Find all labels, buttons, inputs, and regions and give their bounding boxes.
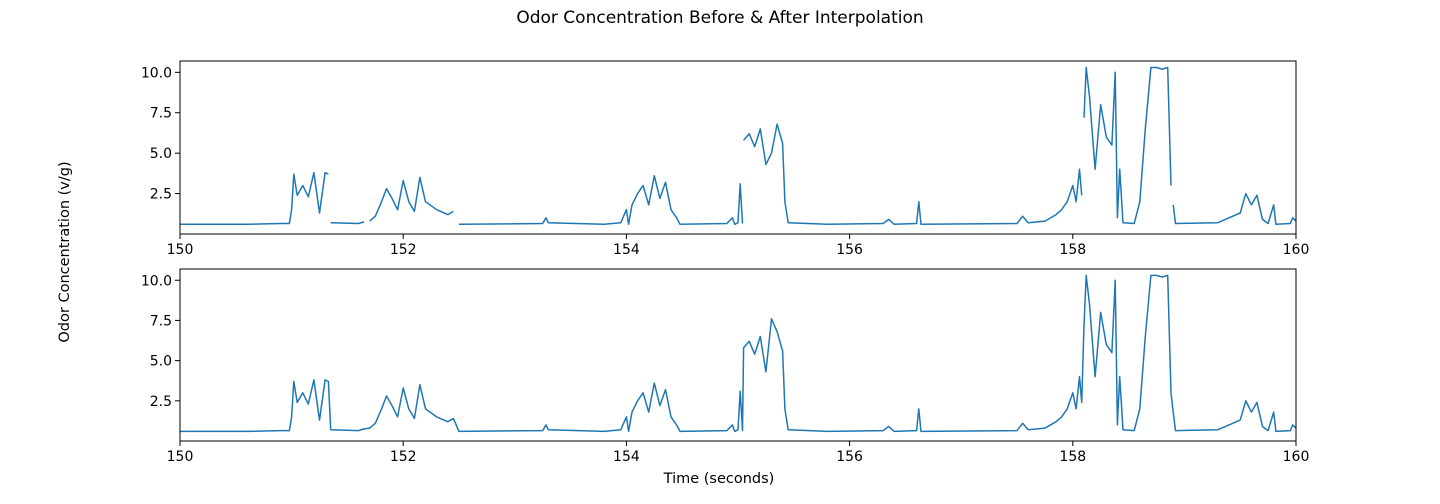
panel-before: 150 152 154 156 158 160 2.5 5.0 7.5 10.0 <box>141 60 1310 258</box>
y-tick-label: 2.5 <box>150 394 172 410</box>
y-tick-label: 10.0 <box>141 65 172 81</box>
series-line-before-3 <box>458 175 744 226</box>
x-tick-label: 156 <box>836 242 863 258</box>
x-tick-label: 156 <box>836 449 863 465</box>
series-line-before-1 <box>330 221 365 225</box>
x-tick-label: 158 <box>1059 449 1086 465</box>
y-tick-label: 5.0 <box>150 146 172 162</box>
y-axis-label: Odor Concentration (v/g) <box>57 161 73 342</box>
series-line-before-4 <box>743 123 1083 226</box>
y-tick-label: 7.5 <box>150 106 172 122</box>
y-tick-label: 7.5 <box>150 313 172 329</box>
x-tick-label: 160 <box>1283 242 1310 258</box>
x-tick-label: 152 <box>390 449 417 465</box>
y-tick-label: 10.0 <box>141 273 172 289</box>
y-tick-label: 2.5 <box>150 187 172 203</box>
plot-frame-after <box>179 268 1297 442</box>
x-tick-label: 158 <box>1059 242 1086 258</box>
series-line-before-6 <box>1172 192 1296 226</box>
x-tick-label: 150 <box>167 242 194 258</box>
series-line-after-0 <box>180 274 1296 433</box>
y-tick-label: 5.0 <box>150 354 172 370</box>
x-tick-label: 160 <box>1283 449 1310 465</box>
x-tick-label: 150 <box>167 449 194 465</box>
series-line-before-5 <box>1083 66 1172 225</box>
x-tick-label: 154 <box>613 449 640 465</box>
x-tick-label: 152 <box>390 242 417 258</box>
plot-frame-before <box>179 60 1297 235</box>
x-tick-label: 154 <box>613 242 640 258</box>
chart-title: Odor Concentration Before & After Interp… <box>516 8 923 28</box>
x-axis-label: Time (seconds) <box>663 471 775 487</box>
series-line-before-2 <box>369 176 454 222</box>
panel-after: 150 152 154 156 158 160 2.5 5.0 7.5 10.0 <box>141 268 1310 465</box>
series-line-before-0 <box>180 171 329 226</box>
